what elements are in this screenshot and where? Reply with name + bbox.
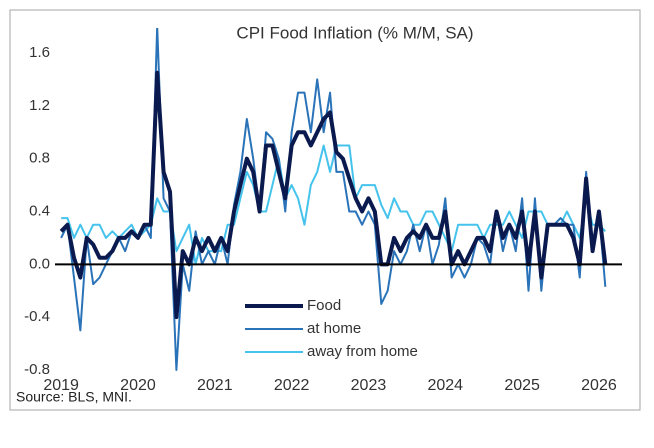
y-tick-label: -0.8 xyxy=(24,361,50,378)
chart-title: CPI Food Inflation (% M/M, SA) xyxy=(236,23,473,42)
y-tick-label: -0.4 xyxy=(24,308,50,325)
x-tick-label: 2020 xyxy=(120,377,156,394)
y-tick-label: 1.2 xyxy=(29,97,50,114)
x-tick-label: 2023 xyxy=(351,377,387,394)
y-tick-label: 0.0 xyxy=(29,255,50,272)
plot-area xyxy=(59,28,608,371)
x-tick-label: 2022 xyxy=(274,377,310,394)
legend-label: Food xyxy=(307,297,341,314)
series-line xyxy=(59,70,608,320)
legend-label: away from home xyxy=(307,343,418,360)
x-tick-label: 2024 xyxy=(427,377,463,394)
x-tick-label: 2026 xyxy=(581,377,617,394)
x-tick-label: 2019 xyxy=(43,377,79,394)
y-tick-label: 1.6 xyxy=(29,44,50,61)
source-note: Source: BLS, MNI. xyxy=(16,389,132,405)
x-tick-label: 2025 xyxy=(504,377,540,394)
y-tick-label: 0.4 xyxy=(29,202,50,219)
legend-label: at home xyxy=(307,320,361,337)
x-tick-label: 2021 xyxy=(197,377,233,394)
y-tick-label: 0.8 xyxy=(29,150,50,167)
